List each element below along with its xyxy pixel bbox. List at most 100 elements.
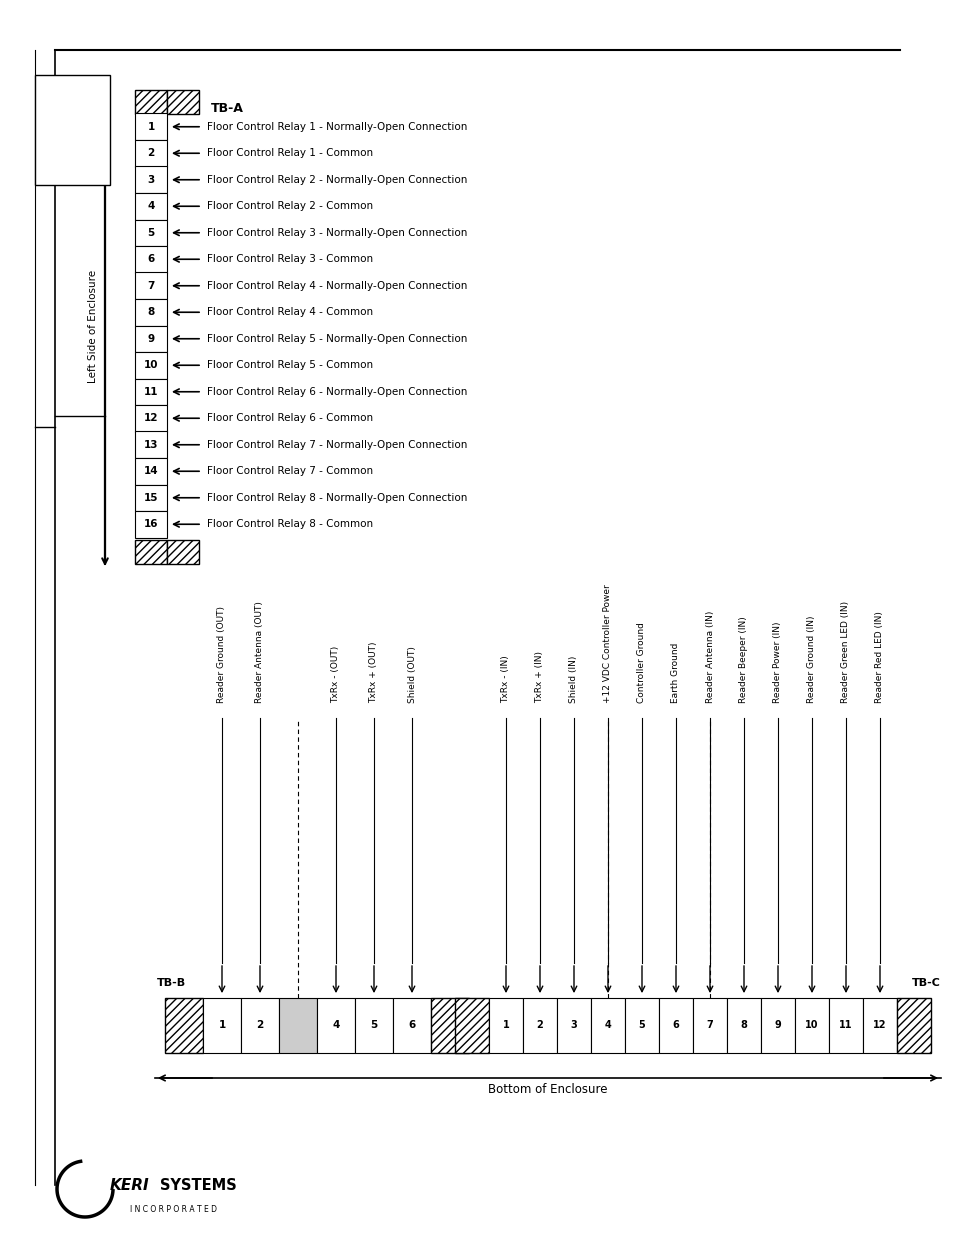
- Text: 4: 4: [147, 201, 154, 211]
- Text: Floor Control Relay 7 - Common: Floor Control Relay 7 - Common: [207, 467, 373, 477]
- Text: 3: 3: [570, 1020, 577, 1030]
- Text: 5: 5: [370, 1020, 377, 1030]
- Text: Floor Control Relay 6 - Normally-Open Connection: Floor Control Relay 6 - Normally-Open Co…: [207, 387, 467, 396]
- Text: 12: 12: [144, 414, 158, 424]
- Bar: [862, 998, 896, 1053]
- Bar: [431, 998, 469, 1053]
- Bar: [135, 220, 167, 246]
- Text: Floor Control Relay 5 - Common: Floor Control Relay 5 - Common: [207, 361, 373, 370]
- Bar: [167, 540, 199, 564]
- Text: Floor Control Relay 1 - Common: Floor Control Relay 1 - Common: [207, 148, 373, 158]
- Text: Floor Control Relay 1 - Normally-Open Connection: Floor Control Relay 1 - Normally-Open Co…: [207, 122, 467, 132]
- Text: 9: 9: [774, 1020, 781, 1030]
- Text: 10: 10: [144, 361, 158, 370]
- Bar: [135, 405, 167, 431]
- Bar: [590, 998, 624, 1053]
- Bar: [828, 998, 862, 1053]
- Text: TxRx + (OUT): TxRx + (OUT): [369, 641, 378, 703]
- Text: Floor Control Relay 7 - Normally-Open Connection: Floor Control Relay 7 - Normally-Open Co…: [207, 440, 467, 450]
- Bar: [455, 998, 489, 1053]
- Bar: [135, 273, 167, 299]
- Bar: [659, 998, 692, 1053]
- Text: Floor Control Relay 5 - Normally-Open Connection: Floor Control Relay 5 - Normally-Open Co…: [207, 333, 467, 343]
- Text: 2: 2: [256, 1020, 263, 1030]
- Text: Floor Control Relay 4 - Normally-Open Connection: Floor Control Relay 4 - Normally-Open Co…: [207, 280, 467, 290]
- Text: SYSTEMS: SYSTEMS: [160, 1177, 236, 1193]
- Text: KERI: KERI: [110, 1177, 150, 1193]
- Bar: [135, 378, 167, 405]
- Text: 11: 11: [839, 1020, 852, 1030]
- Bar: [896, 998, 930, 1053]
- Text: 3: 3: [147, 174, 154, 185]
- Bar: [692, 998, 726, 1053]
- Text: 4: 4: [604, 1020, 611, 1030]
- Bar: [278, 998, 316, 1053]
- Bar: [35, 75, 110, 185]
- Text: 2: 2: [536, 1020, 543, 1030]
- Text: 15: 15: [144, 493, 158, 503]
- Text: 7: 7: [706, 1020, 713, 1030]
- Text: 6: 6: [672, 1020, 679, 1030]
- Text: 8: 8: [740, 1020, 746, 1030]
- Bar: [393, 998, 431, 1053]
- Bar: [135, 540, 167, 564]
- Text: Reader Ground (IN): Reader Ground (IN): [806, 615, 816, 703]
- Text: TB-C: TB-C: [911, 978, 940, 988]
- Text: Shield (IN): Shield (IN): [569, 656, 578, 703]
- Text: 11: 11: [144, 387, 158, 396]
- Text: Controller Ground: Controller Ground: [637, 622, 646, 703]
- Text: Floor Control Relay 8 - Common: Floor Control Relay 8 - Common: [207, 519, 373, 530]
- Text: Floor Control Relay 3 - Normally-Open Connection: Floor Control Relay 3 - Normally-Open Co…: [207, 227, 467, 238]
- Bar: [624, 998, 659, 1053]
- Text: TxRx + (IN): TxRx + (IN): [535, 651, 544, 703]
- Text: Reader Power (IN): Reader Power (IN): [773, 621, 781, 703]
- Text: 10: 10: [804, 1020, 818, 1030]
- Bar: [165, 998, 203, 1053]
- Text: Reader Beeper (IN): Reader Beeper (IN): [739, 616, 748, 703]
- Bar: [760, 998, 794, 1053]
- Text: Floor Control Relay 2 - Normally-Open Connection: Floor Control Relay 2 - Normally-Open Co…: [207, 174, 467, 185]
- Text: Floor Control Relay 2 - Common: Floor Control Relay 2 - Common: [207, 201, 373, 211]
- Bar: [522, 998, 557, 1053]
- Bar: [135, 511, 167, 537]
- Text: Floor Control Relay 6 - Common: Floor Control Relay 6 - Common: [207, 414, 373, 424]
- Text: 16: 16: [144, 519, 158, 530]
- Text: 1: 1: [218, 1020, 226, 1030]
- Text: TxRx - (IN): TxRx - (IN): [501, 656, 510, 703]
- Bar: [355, 998, 393, 1053]
- Text: Shield (OUT): Shield (OUT): [407, 646, 416, 703]
- Text: 8: 8: [147, 308, 154, 317]
- Text: 13: 13: [144, 440, 158, 450]
- Text: 5: 5: [147, 227, 154, 238]
- Text: Left Side of Enclosure: Left Side of Enclosure: [88, 270, 98, 383]
- Bar: [135, 484, 167, 511]
- Bar: [135, 458, 167, 484]
- Bar: [135, 352, 167, 378]
- Text: TB-A: TB-A: [211, 103, 244, 115]
- Text: TxRx - (OUT): TxRx - (OUT): [331, 646, 340, 703]
- Bar: [135, 431, 167, 458]
- Text: Reader Red LED (IN): Reader Red LED (IN): [875, 611, 883, 703]
- Text: 1: 1: [147, 122, 154, 132]
- Text: Earth Ground: Earth Ground: [671, 642, 679, 703]
- Bar: [135, 299, 167, 326]
- Text: TB-B: TB-B: [157, 978, 186, 988]
- Bar: [794, 998, 828, 1053]
- Text: +12 VDC Controller Power: +12 VDC Controller Power: [603, 584, 612, 703]
- Text: 2: 2: [147, 148, 154, 158]
- Bar: [167, 90, 199, 114]
- Bar: [489, 998, 522, 1053]
- Text: 7: 7: [147, 280, 154, 290]
- Bar: [557, 998, 590, 1053]
- Text: Reader Antenna (OUT): Reader Antenna (OUT): [255, 601, 264, 703]
- Bar: [135, 114, 167, 140]
- Text: 14: 14: [144, 467, 158, 477]
- Text: Floor Control Relay 8 - Normally-Open Connection: Floor Control Relay 8 - Normally-Open Co…: [207, 493, 467, 503]
- Bar: [135, 246, 167, 273]
- Bar: [135, 167, 167, 193]
- Text: Bottom of Enclosure: Bottom of Enclosure: [488, 1083, 607, 1095]
- Bar: [316, 998, 355, 1053]
- Bar: [726, 998, 760, 1053]
- Bar: [241, 998, 278, 1053]
- Text: Reader Antenna (IN): Reader Antenna (IN): [705, 610, 714, 703]
